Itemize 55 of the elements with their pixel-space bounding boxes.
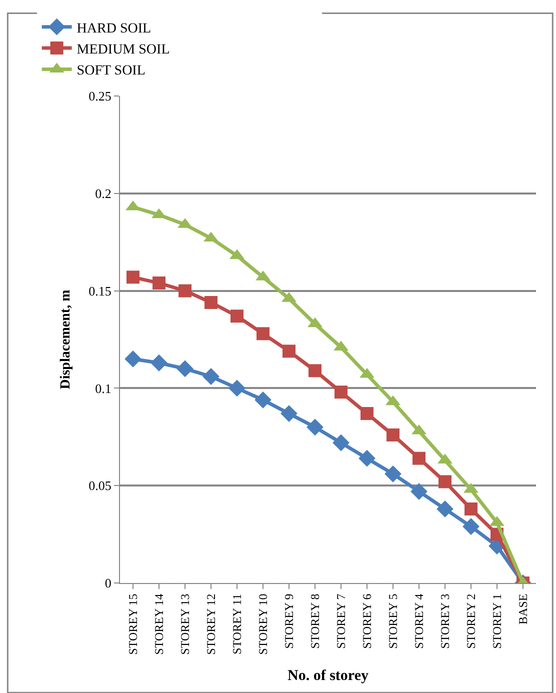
point (308, 364, 322, 378)
x-tick-label: STOREY 13 (178, 594, 192, 655)
x-tick-label: STOREY 3 (438, 594, 452, 649)
point (254, 391, 272, 408)
point (280, 405, 298, 422)
point (360, 407, 374, 420)
x-tick-label: STOREY 8 (308, 594, 322, 649)
x-tick-label: STOREY 12 (204, 594, 218, 655)
legend-label: MEDIUM SOIL (76, 42, 170, 58)
point (228, 380, 246, 397)
x-tick-label: STOREY 4 (412, 594, 426, 649)
x-tick-label: BASE (516, 594, 530, 624)
point (282, 344, 296, 358)
point (204, 296, 218, 309)
x-tick-label: STOREY 5 (386, 594, 400, 649)
point (386, 428, 400, 442)
point (152, 276, 166, 290)
x-tick-label: STOREY 1 (490, 594, 504, 649)
point (412, 452, 426, 465)
y-tick-label: 0.25 (88, 88, 112, 104)
point (410, 482, 428, 500)
y-tick-label: 0 (104, 576, 112, 591)
point (332, 434, 350, 452)
legend-label: HARD SOIL (76, 21, 152, 36)
point (230, 310, 244, 323)
point (202, 368, 220, 385)
y-tick-label: 0.15 (88, 283, 112, 298)
x-axis-title: No. of storey (288, 668, 369, 684)
point (176, 360, 194, 378)
x-tick-label: STOREY 9 (282, 594, 296, 649)
point (384, 465, 402, 482)
point (178, 284, 192, 298)
y-axis-title: Displacement, m (58, 289, 74, 390)
legend-label: SOFT SOIL (76, 64, 146, 79)
x-tick-label: STOREY 6 (360, 594, 374, 649)
y-tick-label: 0.1 (95, 380, 112, 396)
y-tick-label: 0.2 (95, 186, 112, 201)
point (126, 270, 140, 284)
x-tick-label: STOREY 11 (230, 594, 244, 654)
point (124, 350, 142, 368)
point (464, 502, 478, 516)
point (150, 354, 168, 372)
y-tick-label: 0.05 (88, 478, 112, 494)
point (256, 327, 270, 340)
point (438, 475, 452, 488)
point (436, 500, 454, 518)
x-tick-label: STOREY 15 (126, 594, 140, 655)
x-tick-label: STOREY 2 (464, 594, 478, 649)
point (334, 386, 348, 399)
point (358, 450, 376, 467)
x-tick-label: STOREY 10 (256, 594, 270, 655)
point (306, 418, 324, 436)
point (462, 518, 480, 535)
x-tick-label: STOREY 14 (152, 594, 166, 655)
x-tick-label: STOREY 7 (334, 594, 348, 649)
